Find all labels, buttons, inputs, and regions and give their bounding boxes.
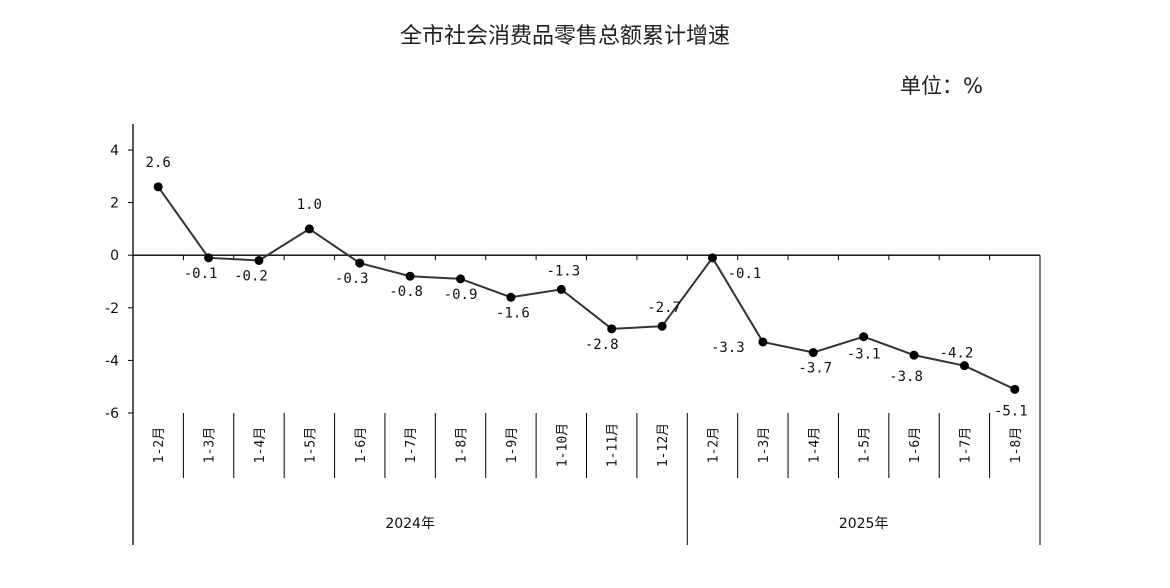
data-point [859, 332, 869, 342]
x-category-label: 1-2月 [152, 427, 167, 463]
data-label: -0.1 [184, 266, 218, 282]
data-point [758, 337, 768, 347]
data-point [959, 361, 969, 371]
x-category-label: 1-5月 [858, 427, 873, 463]
unit-label: 单位：% [900, 74, 983, 98]
data-label: -0.2 [234, 268, 268, 284]
data-point [808, 348, 818, 358]
data-label: -1.6 [496, 305, 530, 321]
data-labels: 2.6 -0.1 -0.2 1.0 -0.3 -0.8 -0.9 -1.6 -1.3 -2.8 -2… [146, 155, 1028, 420]
x-category-label: 1-10月 [555, 423, 570, 467]
x-category-label: 1-4月 [253, 427, 268, 463]
data-point [304, 224, 314, 234]
data-label: -4.2 [940, 346, 974, 362]
data-point [456, 274, 466, 284]
x-category-label: 1-7月 [404, 427, 419, 463]
data-point [657, 321, 667, 331]
data-label: -0.1 [728, 266, 762, 282]
data-label: -2.8 [585, 337, 619, 353]
year-group-label: 2025年 [839, 516, 889, 532]
data-label: -0.8 [389, 284, 423, 300]
data-label: -3.3 [711, 340, 745, 356]
axes [132, 124, 1041, 545]
y-tick-label: -2 [105, 301, 119, 317]
x-category-label: 1-5月 [303, 427, 318, 463]
data-point [556, 284, 566, 294]
data-label: -3.7 [798, 361, 832, 377]
year-group-label: 2024年 [385, 516, 435, 532]
data-point [153, 182, 163, 192]
x-category-label: 1-9月 [505, 427, 520, 463]
x-category-label: 1-6月 [354, 427, 369, 463]
x-category-label: 1-3月 [203, 427, 218, 463]
y-tick-label: 0 [110, 248, 119, 264]
chart-title: 全市社会消费品零售总额累计增速 [399, 24, 730, 49]
x-category-label: 1-8月 [1009, 427, 1024, 463]
x-category-label: 1-4月 [807, 427, 822, 463]
data-label: 1.0 [297, 197, 322, 213]
data-point [254, 255, 264, 265]
data-point [204, 253, 214, 263]
y-tick-label: 4 [110, 143, 119, 159]
data-label: -2.7 [647, 300, 681, 316]
y-tick-label: -4 [105, 353, 119, 369]
data-point [506, 292, 516, 302]
data-label: -0.9 [444, 287, 478, 303]
data-point [355, 258, 365, 268]
data-label: -5.1 [994, 403, 1028, 419]
data-points [153, 182, 1020, 394]
y-tick-label: 2 [110, 196, 119, 212]
x-category-label: 1-3月 [757, 427, 772, 463]
data-label: -3.8 [889, 369, 923, 385]
data-point [607, 324, 617, 334]
x-category-label: 1-8月 [455, 427, 470, 463]
series-line [157, 186, 1016, 391]
data-label: -3.1 [847, 347, 881, 363]
y-tick-label: -6 [105, 406, 119, 422]
x-axis-categories: 1-2月 1-3月 1-4月 1-5月 1-6月 1-7月 1-8月 1-9月 1-10月 1-1… [152, 423, 1024, 467]
data-point [405, 271, 415, 281]
data-label: -0.3 [335, 271, 369, 287]
data-point [707, 253, 717, 263]
x-category-label: 1-2月 [706, 427, 721, 463]
y-axis-ticks: 4 2 0 -2 -4 -6 [105, 143, 133, 422]
x-category-label: 1-7月 [958, 427, 973, 463]
x-category-label: 1-11月 [606, 423, 621, 467]
x-category-label: 1-6月 [908, 427, 923, 463]
data-point [1010, 384, 1020, 394]
data-label: -1.3 [546, 263, 580, 279]
x-axis-year-groups: 2024年 2025年 [385, 516, 888, 532]
x-category-label: 1-12月 [656, 423, 671, 467]
data-label: 2.6 [146, 155, 171, 171]
data-point [909, 350, 919, 360]
series-polyline [157, 186, 1016, 391]
